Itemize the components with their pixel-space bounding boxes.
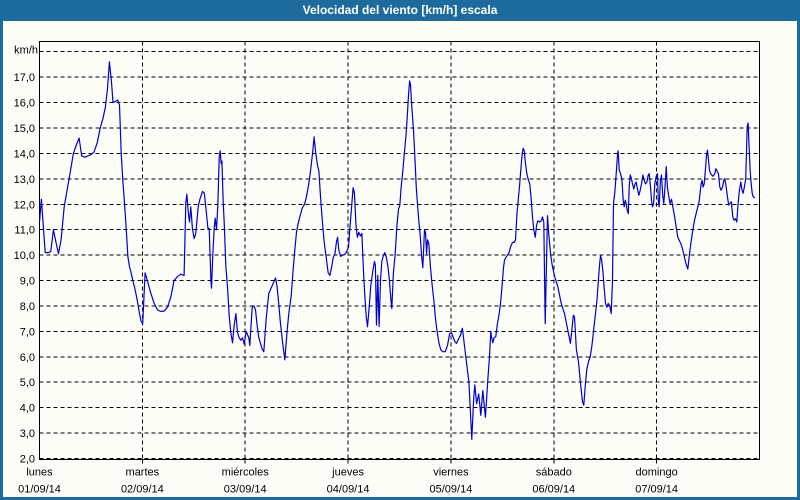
y-tick-label: 6,0 [20, 352, 35, 364]
x-day-name-label: jueves [331, 467, 364, 479]
x-day-name-label: viernes [433, 467, 469, 479]
y-tick-label: 3,0 [20, 428, 35, 440]
chart-title-bar: Velocidad del viento [km/h] escala [3, 0, 797, 21]
y-tick-label: 9,0 [20, 276, 35, 288]
x-day-name-label: lunes [26, 467, 53, 479]
y-tick-label: 16,0 [14, 98, 35, 110]
y-tick-label: 14,0 [14, 148, 35, 160]
y-tick-label: 15,0 [14, 123, 35, 135]
y-tick-label: 12,0 [14, 199, 35, 211]
x-day-name-label: miércoles [222, 467, 270, 479]
x-day-date-label: 02/09/14 [121, 484, 164, 496]
wind-speed-line-chart: 2,0 3,0 4,0 5,0 6,0 7,0 8,0 9,0 10,0 11,0 12,0 13,0… [14, 41, 760, 496]
y-tick-label: 7,0 [20, 326, 35, 338]
y-tick-label: 10,0 [14, 250, 35, 262]
plot-frame [39, 41, 760, 460]
y-tick-label: 4,0 [20, 403, 35, 415]
chart-title: Velocidad del viento [km/h] escala [302, 3, 498, 17]
x-day-date-label: 03/09/14 [224, 484, 267, 496]
y-axis-unit-label: km/h [14, 45, 38, 57]
x-day-date-label: 07/09/14 [635, 484, 678, 496]
y-tick-label: 5,0 [20, 377, 35, 389]
x-day-name-label: sábado [536, 467, 572, 479]
x-day-date-label: 01/09/14 [18, 484, 61, 496]
x-day-name-label: martes [126, 467, 160, 479]
x-day-date-label: 05/09/14 [430, 484, 473, 496]
chart-plot-area: 2,0 3,0 4,0 5,0 6,0 7,0 8,0 9,0 10,0 11,0 12,0 13,0… [3, 21, 797, 497]
y-tick-label: 11,0 [14, 225, 35, 237]
y-tick-label: 17,0 [14, 72, 35, 84]
x-day-date-label: 06/09/14 [532, 484, 575, 496]
y-tick-label: 13,0 [14, 174, 35, 186]
x-day-name-label: domingo [636, 467, 678, 479]
y-tick-label: 2,0 [20, 454, 35, 466]
y-tick-label: 8,0 [20, 301, 35, 313]
x-day-date-label: 04/09/14 [327, 484, 370, 496]
wind-speed-series-line [38, 61, 756, 440]
